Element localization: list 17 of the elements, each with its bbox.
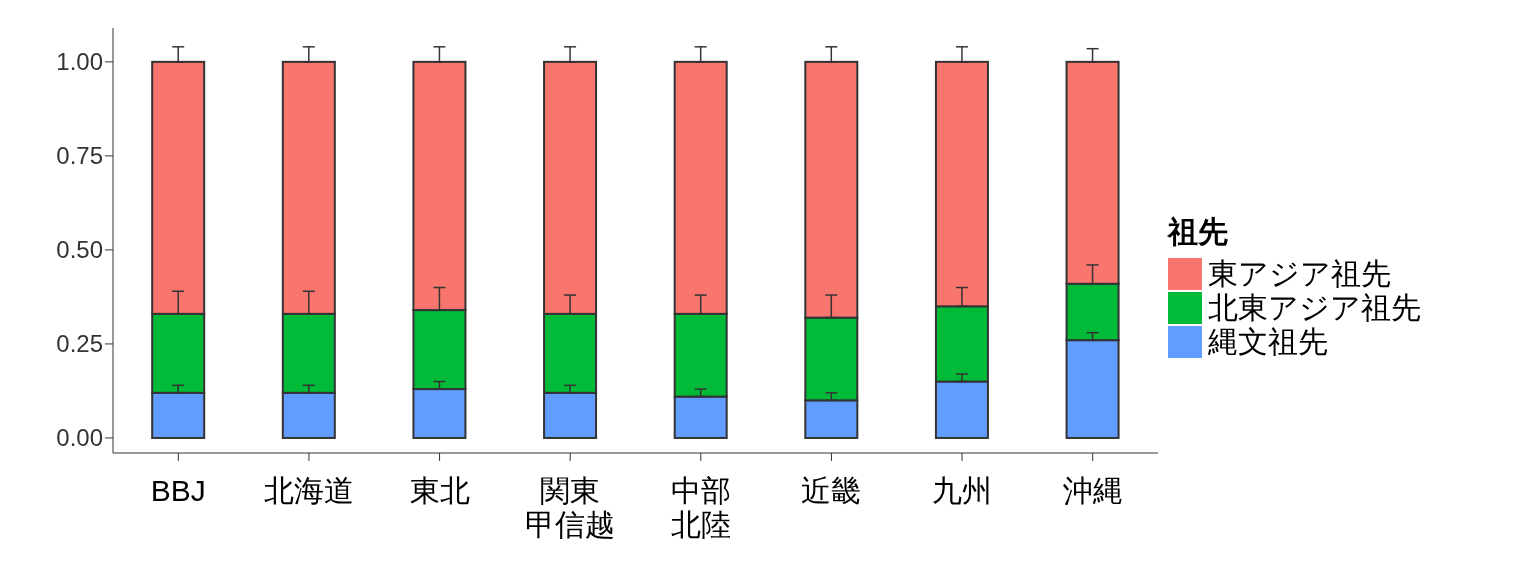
y-tick-label: 0.75: [56, 142, 103, 170]
y-tick-label: 1.00: [56, 48, 103, 76]
x-tick-label: 中部北陸: [670, 474, 731, 541]
x-tick-label: 関東甲信越: [525, 474, 616, 541]
legend-label: 縄文祖先: [1208, 324, 1328, 358]
x-tick-label: 沖縄: [1062, 474, 1123, 507]
legend-label: 北東アジア祖先: [1208, 290, 1421, 324]
x-tick-label: 近畿: [801, 474, 862, 507]
y-tick-label: 0.25: [56, 330, 103, 358]
legend-label: 東アジア祖先: [1208, 256, 1391, 290]
x-tick-label: 北海道: [263, 474, 354, 507]
x-tick-label: 東北: [409, 474, 470, 507]
y-tick-label: 0.00: [56, 424, 103, 452]
legend-title: 祖先: [1168, 214, 1229, 250]
y-tick-label: 0.50: [56, 236, 103, 264]
x-tick-label: 九州: [932, 474, 993, 507]
x-tick-label: BBJ: [150, 474, 206, 507]
